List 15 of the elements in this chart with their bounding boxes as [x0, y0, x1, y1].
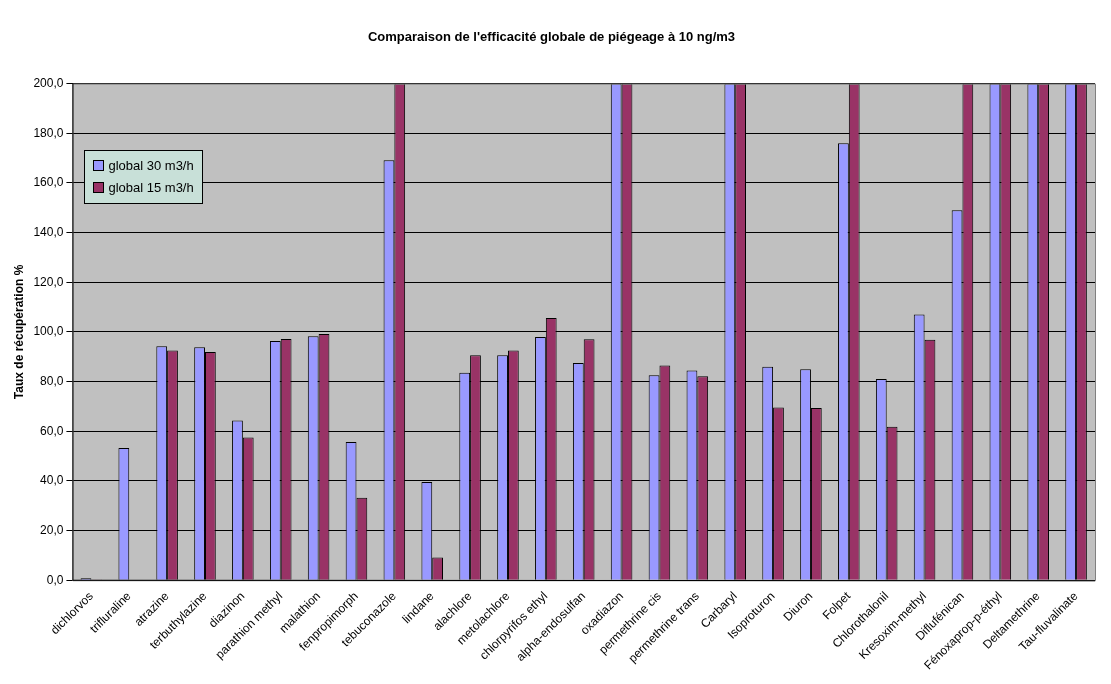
- y-tick-label: 180,0: [33, 125, 64, 140]
- y-tick-label: 200,0: [33, 75, 64, 90]
- legend-label: global 15 m3/h: [108, 178, 194, 197]
- y-axis-title: Taux de récupération %: [11, 264, 26, 400]
- y-tick-label: 160,0: [33, 175, 64, 190]
- y-tick-label: 80,0: [40, 373, 64, 388]
- y-tick-label: 100,0: [33, 324, 64, 339]
- y-tick-label: 60,0: [40, 423, 64, 438]
- y-tick-label: 20,0: [40, 522, 64, 537]
- y-tick-label: 140,0: [33, 224, 64, 239]
- chart-title: Comparaison de l'efficacité globale de piégeage à 10 ng/m3: [367, 29, 736, 45]
- y-tick-label: 0,0: [46, 572, 64, 587]
- y-tick-label: 120,0: [33, 274, 64, 289]
- legend-label: global 30 m3/h: [108, 156, 194, 175]
- y-tick-label: 40,0: [40, 473, 64, 488]
